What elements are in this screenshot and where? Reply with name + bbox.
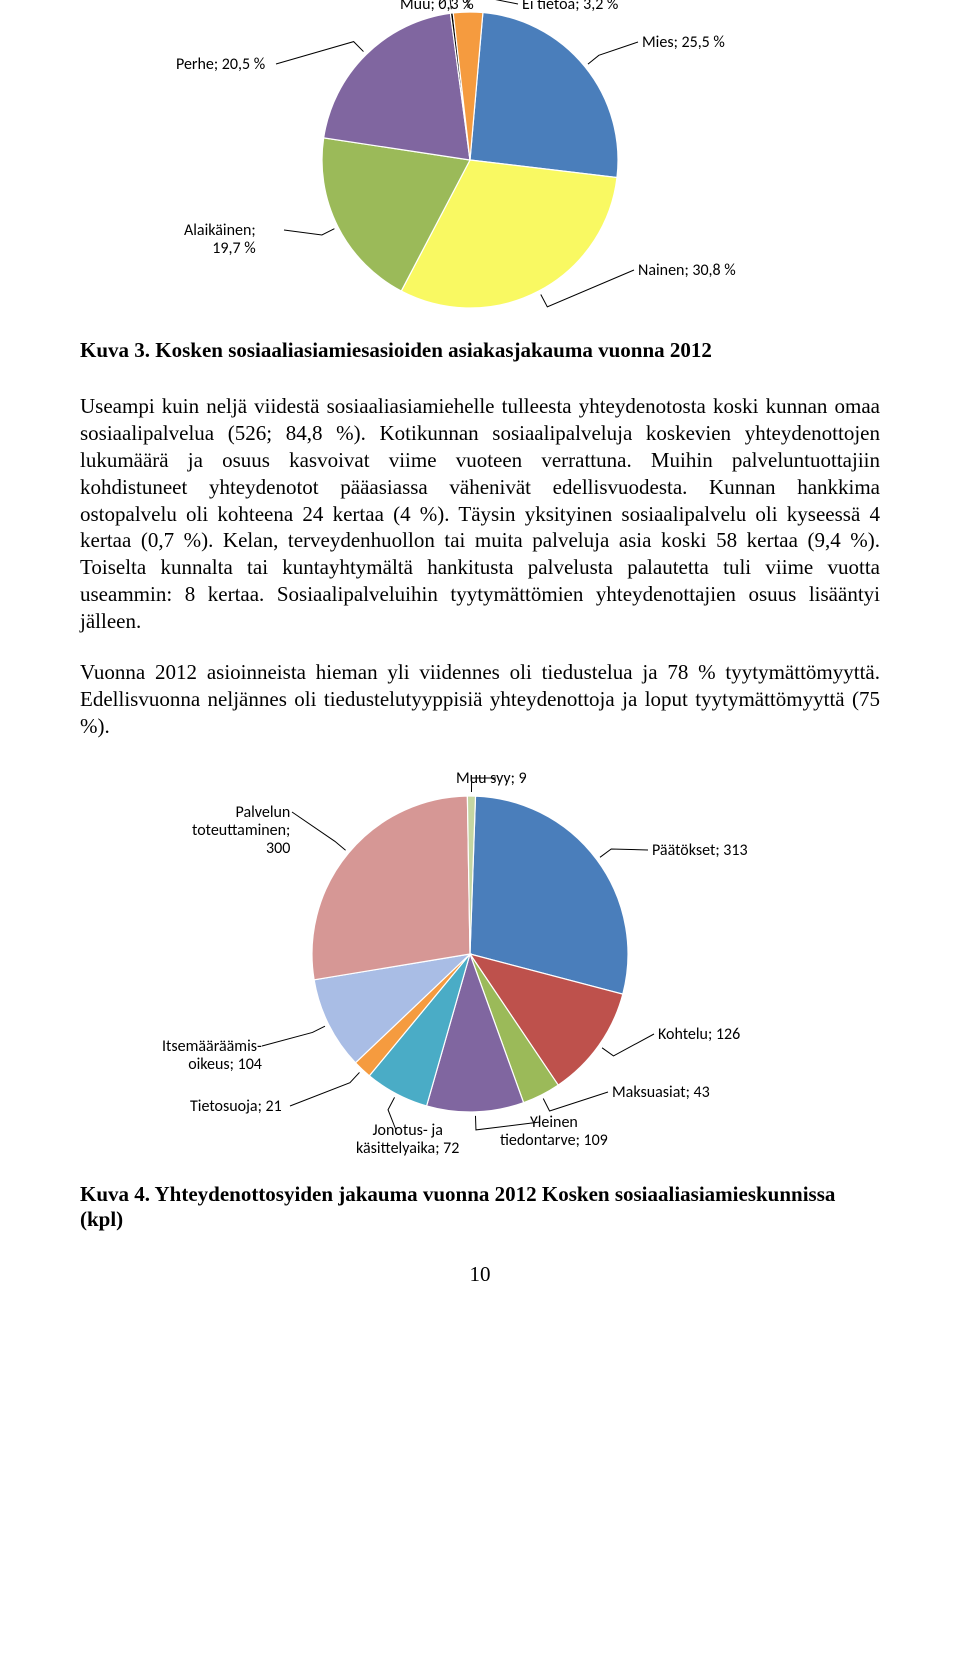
chart-label: Yleinentiedontarve; 109 [500,1114,608,1151]
chart-label: Perhe; 20,5 % [176,56,265,74]
page-number: 10 [80,1262,880,1287]
chart-label: Tietosuoja; 21 [190,1098,282,1116]
chart-label: Maksuasiat; 43 [612,1084,710,1102]
chart-label: Kohtelu; 126 [658,1026,740,1044]
pie-chart-yhteydenottosyyt: Päätökset; 313 Kohtelu; 126 Maksuasiat; 43… [160,764,800,1164]
pie-slice [312,796,470,980]
pie-chart-asiakasjakauma: Mies; 25,5 % Nainen; 30,8 % Alaikäinen;19,… [170,0,790,320]
chart-label: Ei tietoa; 3,2 % [522,0,618,14]
chart-label: Palveluntoteuttaminen;300 [192,804,290,859]
chart-label: Jonotus- jakäsittelyaika; 72 [356,1122,459,1159]
figure-caption-4: Kuva 4. Yhteydenottosyiden jakauma vuonn… [80,1182,880,1232]
paragraph-1: Useampi kuin neljä viidestä sosiaaliasia… [80,393,880,635]
chart-label: Alaikäinen;19,7 % [184,222,256,259]
paragraph-2: Vuonna 2012 asioinneista hieman yli viid… [80,659,880,740]
chart-label: Itsemääräämis-oikeus; 104 [162,1038,262,1075]
pie-slice [324,13,470,160]
chart-label: Päätökset; 313 [652,842,748,860]
figure-caption-3: Kuva 3. Kosken sosiaaliasiamiesasioiden … [80,338,880,363]
chart-label: Muu syy; 9 [456,770,527,788]
chart-label: Muu; 0,3 % [400,0,474,14]
chart-label: Nainen; 30,8 % [638,262,736,280]
chart-label: Mies; 25,5 % [642,34,725,52]
pie-slice [470,13,618,178]
